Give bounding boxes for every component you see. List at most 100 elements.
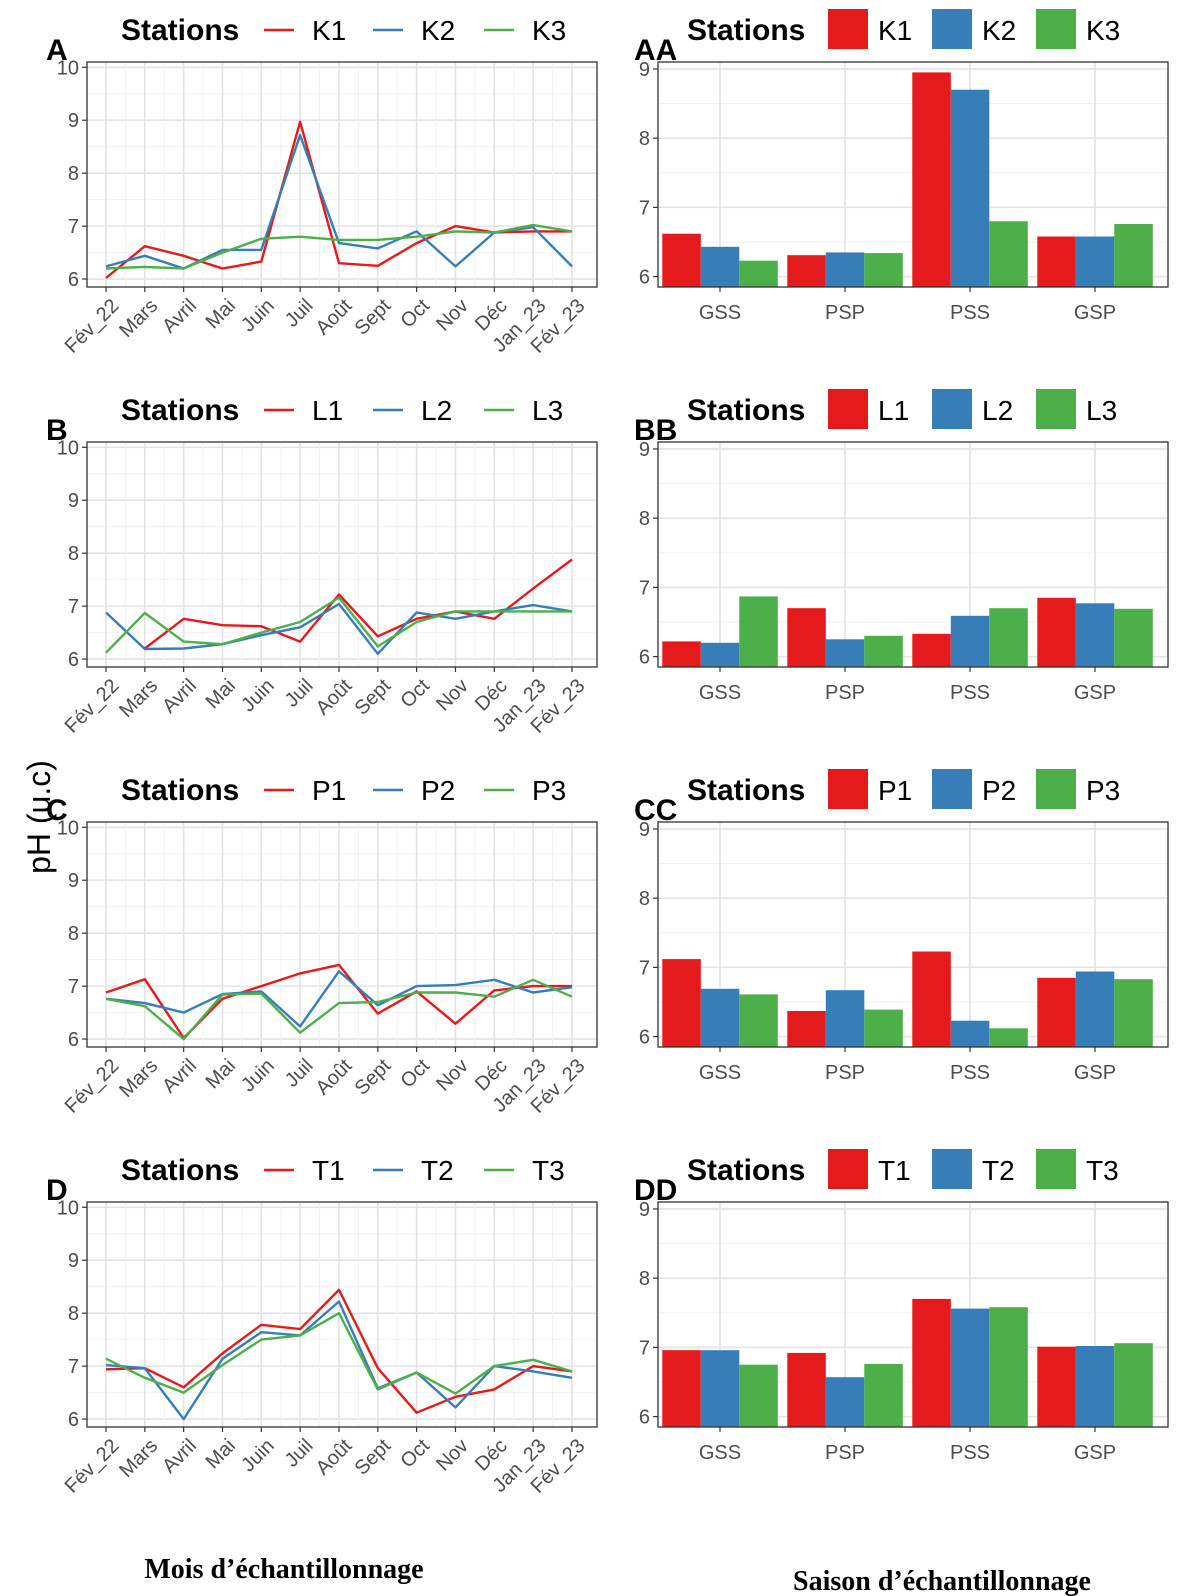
y-tick-label: 8 [68, 923, 79, 945]
bar-p2-pss [950, 1020, 990, 1047]
x-tick-label: Oct [397, 1435, 435, 1473]
y-tick-label: 9 [639, 59, 650, 81]
y-tick-label: 6 [68, 269, 79, 291]
bar-p1-gss [662, 959, 701, 1047]
legend: Stations P1 P2 P3 [121, 774, 566, 807]
bar-k1-pss [912, 72, 951, 288]
y-tick-label: 10 [57, 817, 79, 839]
series-line-k3 [105, 223, 573, 270]
x-tick-label: PSP [825, 682, 865, 704]
x-tick-label: Mars [115, 1435, 162, 1482]
bar-k3-psp [864, 253, 903, 287]
x-tick-label: GSP [1074, 1062, 1116, 1084]
legend-label: L2 [421, 395, 452, 426]
bar-k1-psp [787, 255, 826, 287]
x-tick-label: PSS [950, 682, 990, 704]
legend-title: Stations [121, 394, 239, 427]
y-axis-title: pH (u.c) [21, 760, 57, 874]
x-axis-title-months: Mois d’échantillonnage [144, 1554, 423, 1585]
bar-l3-gsp [1114, 608, 1153, 667]
legend-title: Stations [687, 1154, 805, 1187]
x-tick-label: Sept [351, 295, 396, 340]
x-tick-label: Oct [397, 675, 435, 713]
bar-p3-gsp [1114, 979, 1153, 1047]
panel-label: A [46, 34, 68, 67]
bar-l1-gss [662, 641, 701, 667]
bar-t3-psp [864, 1364, 903, 1427]
legend: Stations T1 T2 T3 [121, 1154, 565, 1187]
bar-k1-gss [662, 233, 701, 287]
legend-label: K1 [312, 15, 346, 46]
bar-k1-gsp [1037, 236, 1076, 287]
x-tick-label: PSS [950, 1062, 990, 1084]
plot-border [86, 441, 598, 668]
legend-label: T2 [421, 1155, 454, 1186]
x-tick-label: Mars [115, 1055, 162, 1102]
y-tick-label: 9 [639, 1199, 650, 1221]
legend-title: Stations [687, 774, 805, 807]
legend-label: K2 [421, 15, 455, 46]
bar-l2-pss [950, 615, 990, 667]
legend: Stations K1 K2 K3 [121, 14, 566, 47]
y-tick-label: 8 [68, 163, 79, 185]
bar-t1-gss [662, 1350, 701, 1427]
bar-p1-gsp [1037, 977, 1076, 1047]
x-tick-label: Mai [202, 1435, 240, 1473]
x-tick-label: Juil [281, 1055, 318, 1092]
y-tick-label: 7 [639, 957, 650, 979]
y-tick-label: 7 [68, 976, 79, 998]
legend-label: K3 [1086, 15, 1120, 46]
legend-label: P2 [982, 775, 1016, 806]
bar-l3-psp [864, 635, 903, 667]
x-tick-label: Avril [158, 675, 201, 718]
x-tick-label: Août [312, 1055, 357, 1100]
legend-label: T2 [982, 1155, 1015, 1186]
x-tick-label: PSP [825, 1062, 865, 1084]
legend-label: P1 [878, 775, 912, 806]
bar-p2-psp [825, 990, 865, 1047]
legend: Stations P1 P2 P3 [687, 769, 1120, 809]
legend-title: Stations [687, 14, 805, 47]
y-tick-label: 6 [68, 1029, 79, 1051]
legend-key [1036, 1149, 1076, 1189]
legend-key [932, 769, 972, 809]
x-tick-label: GSP [1074, 1442, 1116, 1464]
series-line-p2 [105, 970, 573, 1028]
series-line-p3 [105, 978, 573, 1041]
bar-l2-psp [825, 639, 865, 667]
x-tick-label: Août [312, 675, 357, 720]
legend-label: P2 [421, 775, 455, 806]
legend-label: T1 [312, 1155, 345, 1186]
bar-t1-pss [912, 1298, 951, 1427]
x-tick-label: GSS [699, 1062, 741, 1084]
legend-key [932, 9, 972, 49]
bar-t1-gsp [1037, 1346, 1076, 1427]
x-tick-label: Juin [237, 1055, 279, 1097]
legend-label: L3 [532, 395, 563, 426]
bar-k2-psp [825, 252, 865, 287]
series-line-t3 [105, 1312, 573, 1395]
legend-label: T3 [1086, 1155, 1119, 1186]
y-tick-label: 8 [639, 888, 650, 910]
legend-label: K1 [878, 15, 912, 46]
legend-key [828, 9, 868, 49]
y-tick-label: 9 [68, 110, 79, 132]
legend-label: L1 [878, 395, 909, 426]
bar-t3-gss [739, 1364, 778, 1427]
legend-key [932, 1149, 972, 1189]
legend: Stations L1 L2 L3 [687, 389, 1117, 429]
bar-l3-pss [989, 608, 1028, 667]
legend: Stations K1 K2 K3 [687, 9, 1120, 49]
bar-l1-gsp [1037, 597, 1076, 667]
plot-border [86, 61, 598, 288]
bar-p2-gss [700, 988, 740, 1047]
plot-background [87, 822, 597, 1047]
x-tick-label: GSP [1074, 682, 1116, 704]
legend-key [1036, 769, 1076, 809]
panel-label: C [46, 794, 68, 827]
legend-key [1036, 9, 1076, 49]
